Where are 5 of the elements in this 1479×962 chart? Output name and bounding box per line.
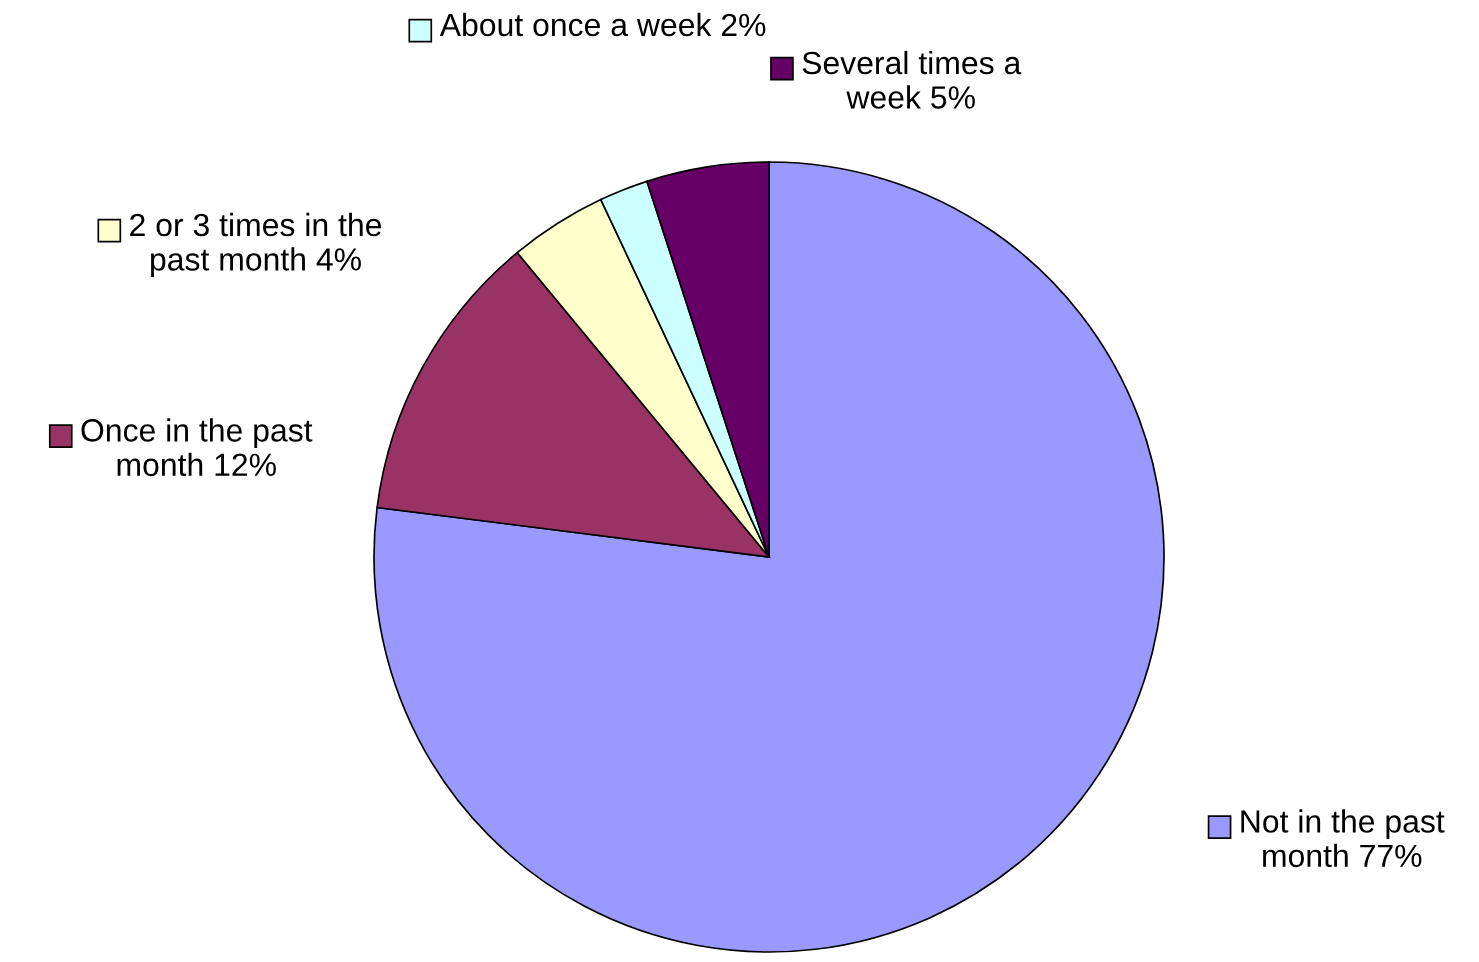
legend-label: Not in the past month 77% — [1241, 809, 1445, 868]
legend-label: About once a week 2% — [439, 12, 766, 37]
legend-label: Several times a week 5% — [802, 50, 1022, 109]
legend-label: 2 or 3 times in the past month 4% — [130, 212, 382, 278]
legend-label: Once in the past month 12% — [81, 418, 313, 477]
